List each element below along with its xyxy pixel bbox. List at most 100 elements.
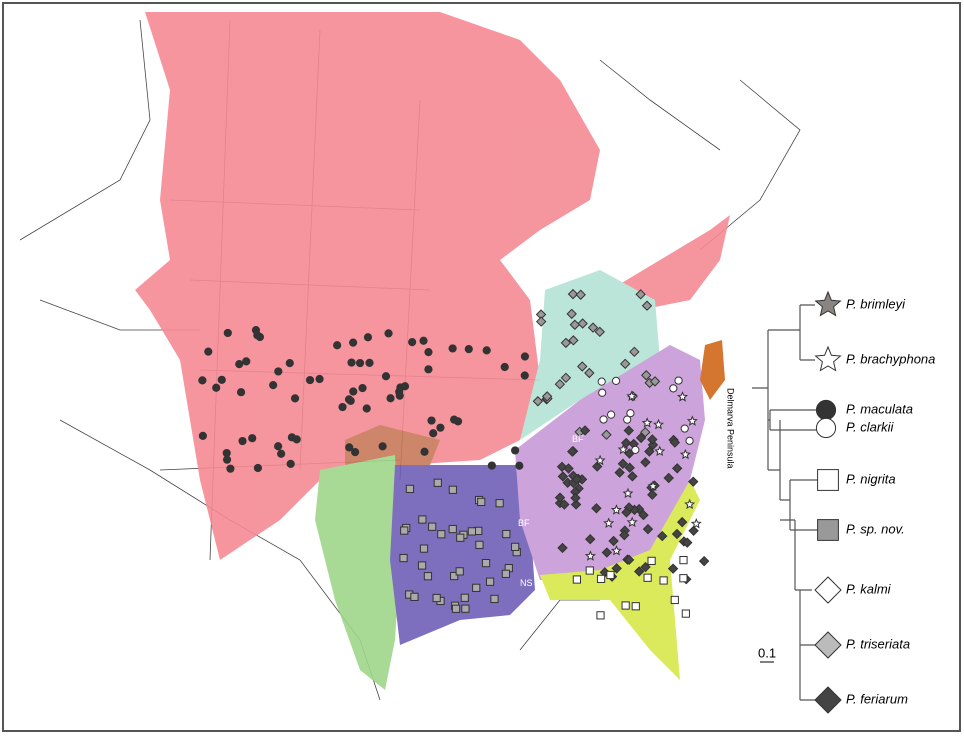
- symbol: [500, 362, 509, 372]
- symbol: [659, 576, 668, 585]
- symbol: [607, 410, 616, 419]
- symbol: [495, 499, 504, 508]
- symbol: [620, 437, 632, 449]
- region-label: Delmarva Peninsula: [726, 388, 736, 469]
- symbol: [482, 346, 491, 355]
- symbol: [614, 467, 625, 478]
- symbol: [690, 517, 702, 529]
- symbol: [567, 288, 579, 300]
- symbol: [355, 358, 365, 368]
- symbol: [236, 388, 246, 397]
- symbol: [641, 417, 653, 428]
- symbol: [501, 569, 510, 578]
- symbol: [557, 471, 569, 482]
- symbol: [610, 544, 622, 556]
- symbol: [654, 445, 666, 457]
- symbol: [419, 544, 429, 553]
- symbol: [217, 375, 226, 384]
- symbol: [515, 461, 524, 470]
- symbol: [290, 394, 300, 403]
- symbol: [511, 446, 520, 455]
- symbol: [477, 497, 486, 507]
- symbol: [351, 448, 360, 457]
- symbol: [635, 432, 647, 444]
- symbol: [631, 602, 640, 611]
- symbol: [541, 391, 553, 402]
- symbol: [400, 382, 410, 391]
- range-triseriata: [520, 270, 660, 440]
- symbol: [629, 346, 640, 358]
- symbol: [424, 365, 433, 374]
- symbol: [594, 454, 606, 466]
- symbol: [450, 415, 459, 424]
- symbol: [601, 429, 612, 440]
- symbol: [671, 463, 683, 474]
- symbol: [455, 567, 464, 576]
- symbol: [603, 517, 615, 528]
- symbol: [456, 533, 465, 542]
- symbol: [222, 448, 231, 458]
- symbol: [363, 333, 373, 342]
- symbol: [432, 593, 441, 603]
- range-feriarum: [515, 345, 705, 580]
- region-label: BF: [518, 518, 530, 528]
- symbol: [641, 370, 652, 381]
- symbol: [451, 604, 461, 613]
- symbol: [362, 404, 371, 413]
- symbol: [418, 515, 427, 524]
- symbol: [674, 376, 683, 385]
- symbol: [676, 391, 689, 402]
- symbol: [566, 308, 577, 320]
- symbol: [815, 417, 837, 439]
- symbol: [400, 526, 409, 535]
- symbol: [585, 534, 596, 545]
- symbol: [635, 289, 646, 300]
- legend-label: P. feriarum: [846, 691, 908, 706]
- symbol: [647, 434, 658, 445]
- symbol: [419, 336, 428, 345]
- symbol: [428, 522, 437, 531]
- symbol: [626, 516, 638, 528]
- symbol: [405, 484, 415, 493]
- symbol: [608, 535, 619, 547]
- symbol: [652, 418, 665, 430]
- symbol: [570, 492, 581, 504]
- legend-label: P. sp. nov.: [846, 521, 905, 536]
- symbol: [424, 348, 433, 357]
- symbol: [305, 375, 315, 385]
- symbol: [286, 459, 295, 469]
- symbol: [577, 361, 588, 372]
- symbol: [520, 352, 530, 361]
- symbol: [365, 358, 374, 368]
- symbol: [817, 469, 839, 491]
- symbol: [437, 530, 446, 539]
- symbol: [395, 391, 404, 400]
- symbol: [814, 576, 842, 604]
- symbol: [644, 446, 655, 457]
- symbol: [621, 507, 632, 518]
- symbol: [242, 357, 251, 366]
- symbol: [620, 358, 631, 370]
- symbol: [448, 485, 457, 494]
- symbol: [814, 686, 842, 714]
- symbol: [617, 443, 629, 455]
- symbol: [378, 442, 387, 451]
- legend-label: P. maculata: [846, 401, 913, 416]
- symbol: [631, 445, 640, 455]
- region-label: NS: [520, 578, 533, 588]
- symbol: [487, 461, 496, 470]
- symbol: [671, 528, 683, 540]
- symbol: [610, 504, 622, 515]
- symbol: [560, 337, 572, 349]
- symbol: [591, 461, 603, 472]
- symbol: [198, 431, 207, 440]
- symbol: [679, 448, 691, 460]
- symbol: [640, 426, 651, 438]
- symbol: [198, 376, 207, 385]
- symbol: [606, 570, 615, 580]
- symbol: [472, 583, 481, 592]
- symbol: [684, 498, 696, 510]
- symbol: [571, 474, 583, 485]
- symbol: [686, 415, 698, 426]
